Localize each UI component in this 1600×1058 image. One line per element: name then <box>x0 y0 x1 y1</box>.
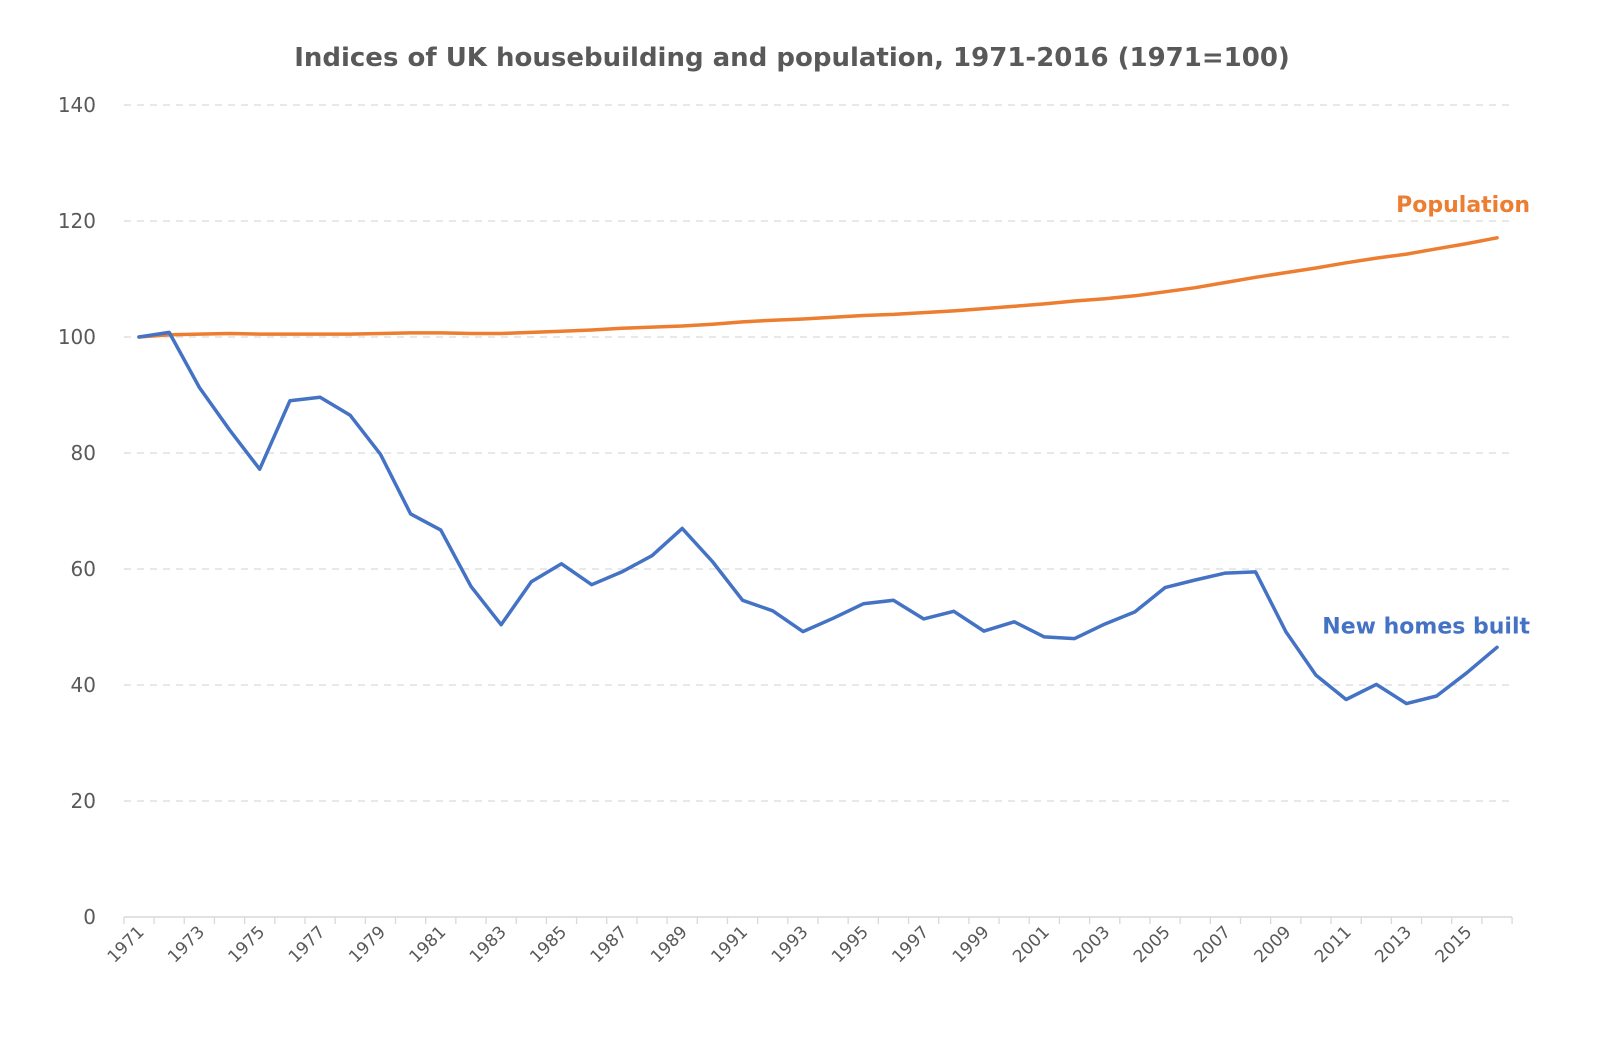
x-tick-label: 1989 <box>647 922 692 967</box>
x-tick-label: 2007 <box>1190 922 1235 967</box>
series-lines <box>139 238 1497 704</box>
series-line-population <box>139 238 1497 337</box>
y-tick-label: 100 <box>58 325 96 349</box>
x-tick-label: 1999 <box>949 922 994 967</box>
x-tick-label: 1997 <box>888 922 933 967</box>
y-tick-label: 120 <box>58 209 96 233</box>
x-tick-label: 1993 <box>768 922 813 967</box>
y-tick-label: 40 <box>71 673 96 697</box>
x-tick-label: 1995 <box>828 922 873 967</box>
series-label-new-homes-built: New homes built <box>1322 614 1530 639</box>
y-tick-label: 0 <box>83 905 96 929</box>
x-tick-label: 2003 <box>1069 922 1114 967</box>
grid-lines <box>124 105 1512 801</box>
x-tick-label: 2013 <box>1371 922 1416 967</box>
x-tick-label: 1977 <box>285 922 330 967</box>
x-tick-label: 1971 <box>104 922 149 967</box>
chart-title: Indices of UK housebuilding and populati… <box>294 43 1290 73</box>
series-labels: Population New homes built <box>1322 193 1530 639</box>
y-tick-label: 60 <box>71 557 96 581</box>
x-tick-label: 2011 <box>1311 922 1356 967</box>
y-tick-label: 140 <box>58 93 96 117</box>
x-tick-label: 2015 <box>1432 922 1477 967</box>
x-tick-label: 2005 <box>1130 922 1175 967</box>
x-tick-label: 2001 <box>1009 922 1054 967</box>
x-tick-label: 1973 <box>164 922 209 967</box>
x-tick-label: 1979 <box>345 922 390 967</box>
x-tick-label: 1987 <box>587 922 632 967</box>
x-tick-label: 1991 <box>707 922 752 967</box>
y-tick-label: 80 <box>71 441 96 465</box>
y-tick-label: 20 <box>71 789 96 813</box>
x-tick-label: 1981 <box>406 922 451 967</box>
x-tick-label: 1985 <box>526 922 571 967</box>
y-axis: 0 20 40 60 80 100 120 140 <box>58 93 96 929</box>
x-axis: 1971 1973 1975 1977 1979 1981 1983 1985 1987 1989… <box>104 917 1512 967</box>
x-tick-label: 1975 <box>225 922 270 967</box>
series-label-population: Population <box>1396 193 1530 218</box>
series-line-new-homes-built <box>139 332 1497 703</box>
x-tick-label: 2009 <box>1251 922 1296 967</box>
x-tick-label: 1983 <box>466 922 511 967</box>
